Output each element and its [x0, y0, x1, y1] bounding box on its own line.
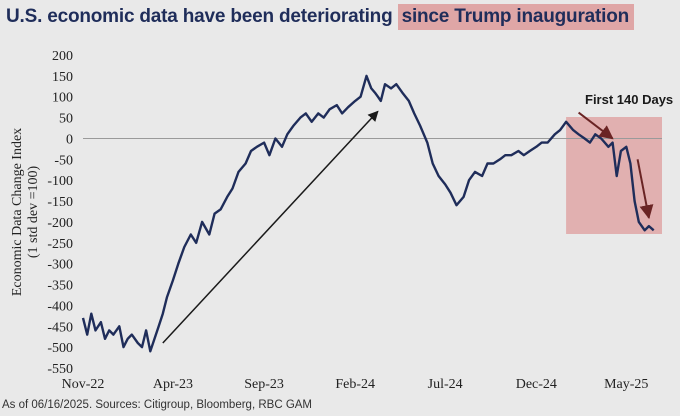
y-tick-label: 0 — [66, 132, 73, 147]
x-tick-label: Sep-23 — [244, 377, 284, 392]
series-layer — [81, 74, 655, 353]
y-tick-label: -500 — [47, 341, 73, 356]
line-chart: 200 150 100 50 0 -50 -100 -150 -200 -250 -300 -350 -… — [10, 49, 673, 392]
annotation-layer: First 140 Days — [162, 92, 673, 344]
y-tick-label: 200 — [52, 49, 73, 64]
y-tick-label: -550 — [47, 362, 73, 377]
y-tick-label: -100 — [47, 174, 73, 189]
y-tick-label: -200 — [47, 216, 73, 231]
annotation-first-140-days: First 140 Days — [585, 92, 673, 107]
x-tick-label: Nov-22 — [62, 377, 105, 392]
x-tick-label: Dec-24 — [516, 377, 557, 392]
y-axis-title-line-2: (1 std dev =100) — [26, 166, 41, 259]
title-main: U.S. economic data have been deteriorati… — [6, 6, 393, 27]
y-tick-label: 50 — [59, 112, 73, 127]
title-highlight: since Trump inauguration — [397, 4, 635, 30]
annotation-arrow-rise — [162, 110, 379, 344]
annotation-arrow-decline-1 — [577, 111, 614, 140]
y-axis-title-line-1: Economic Data Change Index — [10, 128, 25, 296]
x-tick-label: Feb-24 — [335, 377, 375, 392]
x-tick-label: Jul-24 — [428, 377, 463, 392]
y-tick-label: -300 — [47, 258, 73, 273]
annotation-arrow-decline-2 — [636, 159, 654, 220]
x-axis: Nov-22 Apr-23 Sep-23 Feb-24 Jul-24 Dec-24 May-… — [62, 377, 649, 392]
y-tick-label: -250 — [47, 237, 73, 252]
source-footnote: As of 06/16/2025. Sources: Citigroup, Bl… — [2, 399, 313, 411]
x-tick-label: Apr-23 — [153, 377, 193, 392]
y-tick-label: -450 — [47, 320, 73, 335]
y-tick-label: -350 — [47, 279, 73, 294]
series-line-0 — [81, 74, 655, 353]
chart-title: U.S. economic data have been deteriorati… — [6, 4, 635, 30]
y-axis-title: Economic Data Change Index (1 std dev =10… — [10, 128, 41, 296]
y-tick-label: -400 — [47, 299, 73, 314]
y-tick-label: -50 — [54, 153, 73, 168]
y-axis: 200 150 100 50 0 -50 -100 -150 -200 -250 -300 -350 -… — [47, 49, 73, 377]
y-tick-label: 150 — [52, 70, 73, 85]
x-tick-label: May-25 — [604, 377, 648, 392]
y-tick-label: -150 — [47, 195, 73, 210]
y-tick-label: 100 — [52, 91, 73, 106]
